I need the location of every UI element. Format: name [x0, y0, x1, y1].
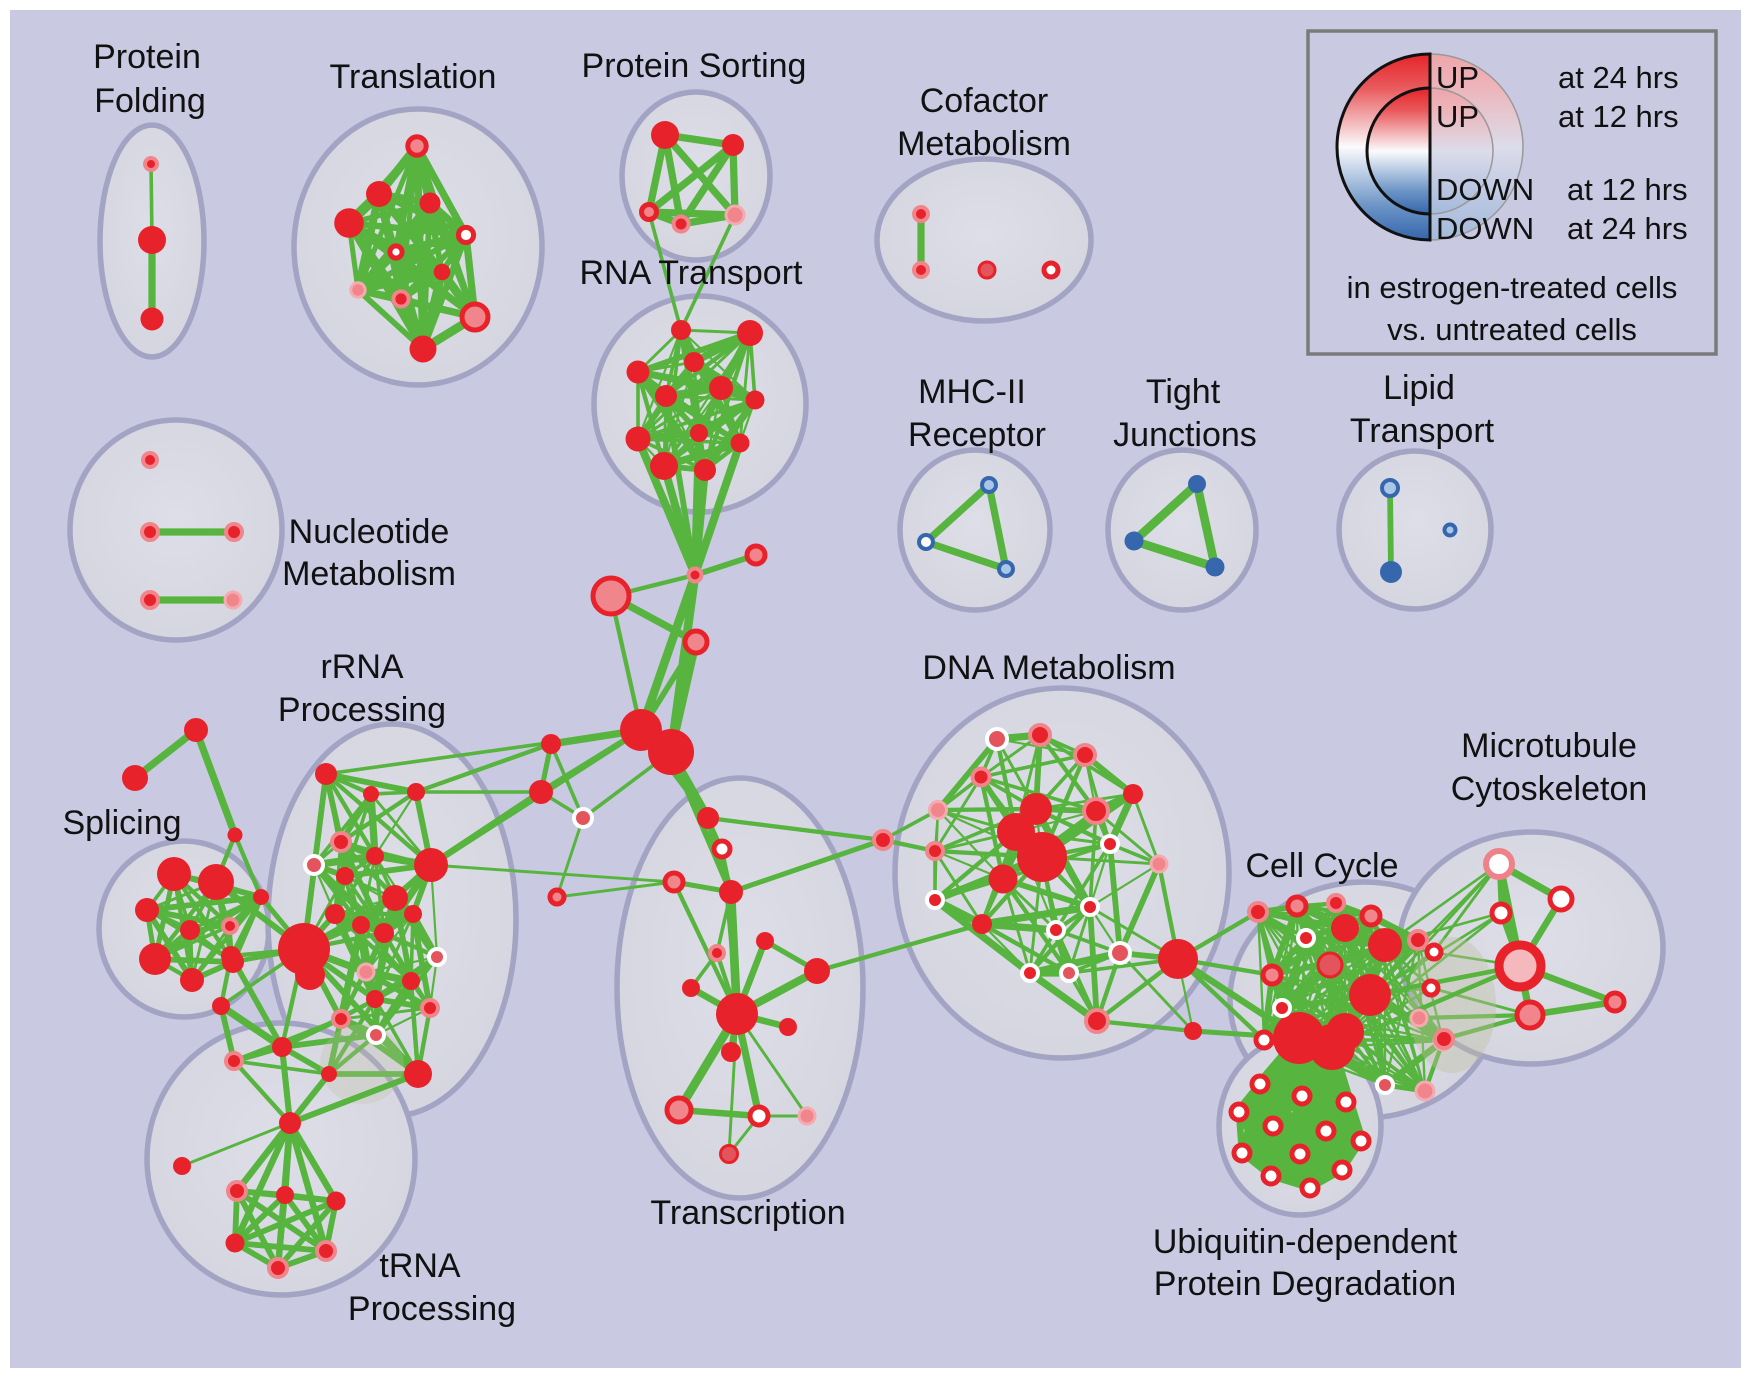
svg-text:Cofactor: Cofactor — [920, 82, 1049, 120]
svg-text:at 12 hrs: at 12 hrs — [1567, 172, 1688, 207]
svg-text:at 24 hrs: at 24 hrs — [1558, 60, 1679, 95]
svg-text:Metabolism: Metabolism — [282, 555, 456, 593]
svg-text:DOWN: DOWN — [1436, 172, 1534, 207]
svg-text:Cell Cycle: Cell Cycle — [1245, 847, 1398, 885]
svg-text:rRNA: rRNA — [320, 648, 403, 686]
svg-text:Ubiquitin-dependent: Ubiquitin-dependent — [1153, 1223, 1458, 1261]
svg-text:Protein Degradation: Protein Degradation — [1154, 1265, 1456, 1303]
svg-text:Lipid: Lipid — [1383, 369, 1455, 407]
svg-text:DOWN: DOWN — [1436, 211, 1534, 246]
svg-text:Microtubule: Microtubule — [1461, 727, 1637, 765]
svg-text:Protein Sorting: Protein Sorting — [582, 47, 807, 85]
svg-text:Nucleotide: Nucleotide — [289, 513, 450, 551]
svg-text:at 24 hrs: at 24 hrs — [1567, 211, 1688, 246]
svg-text:Tight: Tight — [1146, 373, 1221, 411]
svg-text:at 12 hrs: at 12 hrs — [1558, 99, 1679, 134]
svg-text:UP: UP — [1436, 60, 1479, 95]
svg-text:Processing: Processing — [348, 1290, 516, 1328]
svg-text:Protein: Protein — [93, 38, 201, 76]
svg-text:Translation: Translation — [330, 58, 497, 96]
svg-text:Metabolism: Metabolism — [897, 125, 1071, 163]
svg-text:Folding: Folding — [94, 82, 206, 120]
svg-text:RNA Transport: RNA Transport — [580, 254, 804, 292]
svg-text:Junctions: Junctions — [1113, 416, 1257, 454]
svg-text:tRNA: tRNA — [379, 1247, 461, 1285]
svg-text:Receptor: Receptor — [908, 416, 1046, 454]
svg-text:Processing: Processing — [278, 691, 446, 729]
svg-text:Splicing: Splicing — [62, 804, 181, 842]
svg-text:Transport: Transport — [1350, 412, 1495, 450]
svg-text:Cytoskeleton: Cytoskeleton — [1451, 770, 1648, 808]
svg-text:MHC-II: MHC-II — [918, 373, 1026, 411]
svg-text:in estrogen-treated cells: in estrogen-treated cells — [1347, 270, 1678, 305]
svg-text:Transcription: Transcription — [650, 1194, 845, 1232]
svg-text:UP: UP — [1436, 99, 1479, 134]
svg-text:DNA Metabolism: DNA Metabolism — [922, 649, 1175, 687]
svg-text:vs. untreated cells: vs. untreated cells — [1387, 312, 1637, 347]
